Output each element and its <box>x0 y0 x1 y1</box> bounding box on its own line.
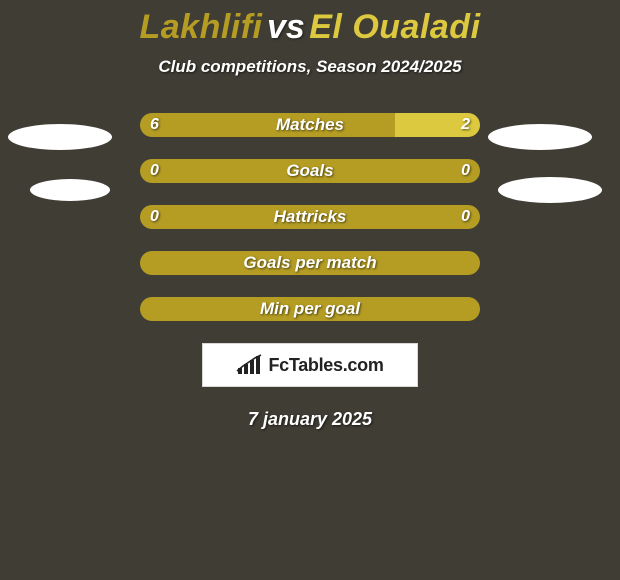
stat-row: Goals per match <box>0 251 620 297</box>
bar-value-left: 0 <box>150 159 159 183</box>
bar-value-left: 0 <box>150 205 159 229</box>
bar-label: Goals <box>140 159 480 183</box>
player2-name: El Oualadi <box>309 8 480 46</box>
photo-ellipse <box>30 179 110 201</box>
brand-text: FcTables.com <box>268 355 383 376</box>
bar-label: Matches <box>140 113 480 137</box>
photo-ellipse <box>488 124 592 150</box>
bar-value-right: 2 <box>461 113 470 137</box>
subtitle: Club competitions, Season 2024/2025 <box>0 57 620 77</box>
brand-logo: FcTables.com <box>202 343 418 387</box>
stat-row: Min per goal <box>0 297 620 343</box>
vs-text: vs <box>267 8 305 46</box>
player1-name: Lakhlifi <box>139 8 262 46</box>
bar-value-right: 0 <box>461 159 470 183</box>
photo-ellipse <box>8 124 112 150</box>
stat-row: Hattricks0 0 <box>0 205 620 251</box>
title-row: Lakhlifi vs El Oualadi <box>0 0 620 47</box>
bar-label: Hattricks <box>140 205 480 229</box>
bar-label: Goals per match <box>140 251 480 275</box>
photo-ellipse <box>498 177 602 203</box>
bar-chart-icon <box>236 354 262 376</box>
bar-label: Min per goal <box>140 297 480 321</box>
date-text: 7 january 2025 <box>0 409 620 430</box>
comparison-infographic: Lakhlifi vs El Oualadi Club competitions… <box>0 0 620 580</box>
bar-value-left: 6 <box>150 113 159 137</box>
bar-value-right: 0 <box>461 205 470 229</box>
